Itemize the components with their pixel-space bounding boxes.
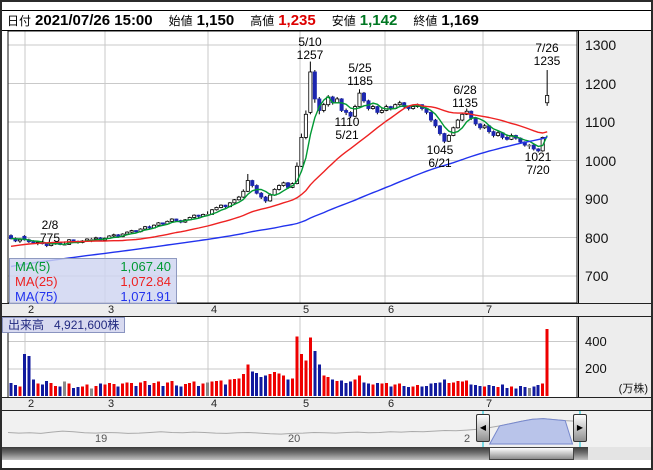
month-label: 4 <box>211 398 218 410</box>
close-value: 1,169 <box>441 12 479 29</box>
month-label: 2 <box>28 304 35 316</box>
month-label: 6 <box>388 304 395 316</box>
annotation: 2/8 775 <box>40 219 60 245</box>
month-label: 7 <box>486 398 493 410</box>
month-label: 3 <box>108 304 115 316</box>
annotation-line: 1135 <box>452 96 478 110</box>
price-tick-label: 1100 <box>585 114 616 130</box>
price-tick-label: 900 <box>585 191 609 207</box>
month-axis-volume <box>2 397 651 411</box>
ma-legend: MA(5) 1,067.40 MA(25) 1,072.84 MA(75) 1,… <box>9 258 177 304</box>
price-tick-label: 800 <box>585 229 609 246</box>
ma75-value: 1,071.91 <box>120 289 171 304</box>
month-label: 5 <box>303 398 310 410</box>
month-label: 2 <box>28 398 35 410</box>
month-label: 5 <box>303 304 310 316</box>
high-label: 高値 <box>250 14 275 28</box>
low-value: 1,142 <box>359 12 398 29</box>
year-label: 19 <box>95 433 108 445</box>
year-label: 20 <box>288 433 301 445</box>
annotation-line: 5/21 <box>335 128 359 142</box>
annotation: 1110 5/21 <box>335 116 360 142</box>
price-tick-label: 1200 <box>585 75 617 92</box>
annotation: 5/10 1257 <box>297 36 324 62</box>
month-axis-main <box>2 303 651 317</box>
ma25-row: MA(25) 1,072.84 <box>15 274 171 289</box>
high-value: 1,235 <box>278 12 316 29</box>
open-label: 始値 <box>168 14 193 28</box>
left-arrow-icon: ◀ <box>479 423 487 432</box>
volume-axis-panel <box>578 317 651 397</box>
price-tick-label: 1000 <box>585 152 617 169</box>
ma5-label: MA(5) <box>15 259 51 274</box>
annotation: 1045 6/21 <box>427 144 454 170</box>
volume-readout: 出来高 4,921,600株 <box>2 317 126 333</box>
range-handle-right[interactable]: ▶ <box>573 414 587 442</box>
annotation: 5/25 1185 <box>347 62 373 88</box>
low-label: 安値 <box>331 14 356 28</box>
month-label: 4 <box>211 304 218 316</box>
annotation: 1021 7/20 <box>525 151 552 177</box>
ma75-label: MA(75) <box>15 289 58 304</box>
horizontal-scrollbar-track[interactable] <box>2 447 588 460</box>
date-label: 日付 <box>7 14 32 28</box>
month-label: 3 <box>108 398 115 410</box>
year-label: 2 <box>464 433 471 445</box>
volume-tick-label: 400 <box>585 333 607 349</box>
month-label: 7 <box>486 304 493 316</box>
volume-unit-label: (万株) <box>618 383 648 395</box>
annotation-line: 6/21 <box>428 156 452 170</box>
ma75-row: MA(75) 1,071.91 <box>15 289 171 304</box>
volume-label: 出来高 <box>8 318 45 332</box>
annotation: 7/26 1235 <box>534 42 561 68</box>
ma25-label: MA(25) <box>15 274 58 289</box>
right-arrow-icon: ▶ <box>576 423 584 432</box>
open-value: 1,150 <box>196 12 235 29</box>
price-tick-label: 1300 <box>585 37 617 53</box>
price-tick-label: 700 <box>585 268 609 284</box>
month-label: 6 <box>388 398 395 410</box>
ma5-row: MA(5) 1,067.40 <box>15 259 171 274</box>
volume-tick-label: 200 <box>585 360 607 376</box>
quote-info-bar: 日付 2021/07/26 15:00 始値 1,150 高値 1,235 安値… <box>2 10 651 31</box>
volume-value: 4,921,600株 <box>54 318 120 332</box>
horizontal-scrollbar-thumb[interactable] <box>489 447 574 460</box>
range-handle-left[interactable]: ◀ <box>476 414 490 442</box>
ma25-value: 1,072.84 <box>120 274 171 289</box>
annotation: 6/28 1135 <box>452 84 478 110</box>
annotation-line: 1185 <box>347 74 373 88</box>
price-axis-panel <box>578 31 651 303</box>
date-value: 2021/07/26 15:00 <box>35 12 153 29</box>
close-label: 終値 <box>413 14 438 28</box>
ma5-value: 1,067.40 <box>120 259 171 274</box>
annotation-line: 775 <box>39 231 61 245</box>
annotation-line: 7/20 <box>526 163 550 177</box>
annotation-line: 1235 <box>533 54 561 68</box>
scrollbar-end-area <box>588 447 651 460</box>
annotation-line: 1257 <box>296 48 324 62</box>
